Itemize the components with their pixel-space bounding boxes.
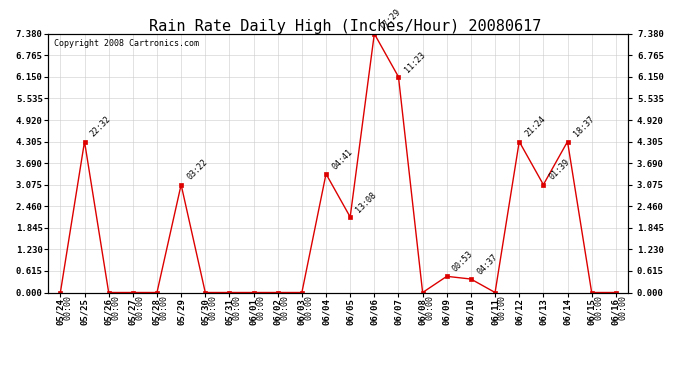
Text: 00:00: 00:00	[233, 295, 241, 320]
Text: 00:00: 00:00	[498, 295, 507, 320]
Text: 00:00: 00:00	[208, 295, 217, 320]
Text: 00:00: 00:00	[305, 295, 314, 320]
Text: 21:24: 21:24	[524, 115, 547, 139]
Text: 00:00: 00:00	[281, 295, 290, 320]
Text: 17:29: 17:29	[379, 7, 402, 31]
Text: 00:00: 00:00	[160, 295, 169, 320]
Text: 11:23: 11:23	[403, 50, 426, 74]
Text: 00:53: 00:53	[451, 249, 475, 273]
Text: 00:00: 00:00	[63, 295, 72, 320]
Text: 01:39: 01:39	[548, 158, 571, 182]
Text: 00:00: 00:00	[619, 295, 628, 320]
Text: 18:37: 18:37	[572, 115, 595, 139]
Text: 00:00: 00:00	[112, 295, 121, 320]
Text: 00:00: 00:00	[595, 295, 604, 320]
Text: 04:41: 04:41	[331, 147, 354, 171]
Text: 13:08: 13:08	[355, 190, 378, 214]
Text: 00:00: 00:00	[257, 295, 266, 320]
Text: 22:32: 22:32	[89, 115, 112, 139]
Text: Copyright 2008 Cartronics.com: Copyright 2008 Cartronics.com	[54, 39, 199, 48]
Text: 00:00: 00:00	[426, 295, 435, 320]
Text: 03:22: 03:22	[186, 158, 209, 182]
Text: Rain Rate Daily High (Inches/Hour) 20080617: Rain Rate Daily High (Inches/Hour) 20080…	[149, 19, 541, 34]
Text: 00:00: 00:00	[136, 295, 145, 320]
Text: 04:37: 04:37	[475, 252, 499, 276]
